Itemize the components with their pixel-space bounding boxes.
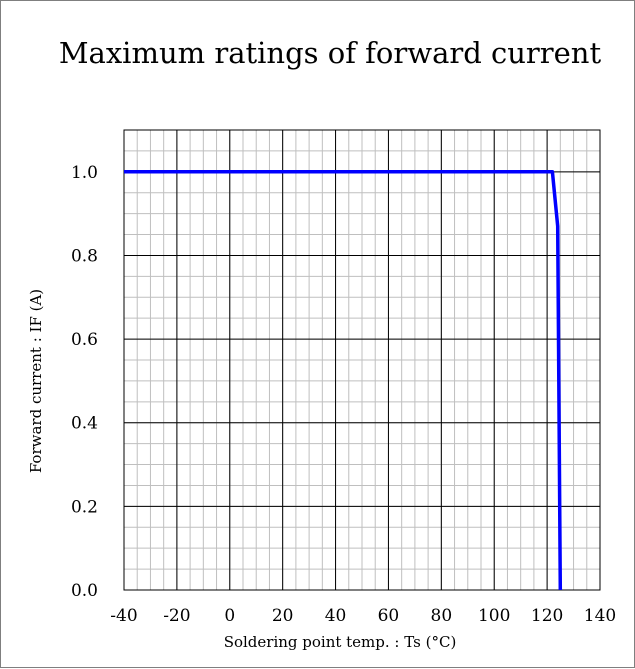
y-tick-label: 0.0 xyxy=(71,581,98,601)
x-tick-label: 60 xyxy=(378,606,400,626)
y-axis-tick-labels: 0.0 0.2 0.4 0.6 0.8 1.0 xyxy=(71,163,98,601)
x-tick-label: 140 xyxy=(584,606,616,626)
y-axis-label: Forward current : IF (A) xyxy=(27,289,45,473)
x-tick-label: 40 xyxy=(325,606,347,626)
x-tick-label: 20 xyxy=(272,606,294,626)
chart-title: Maximum ratings of forward current xyxy=(59,36,602,70)
series-line xyxy=(124,170,563,591)
series-layer xyxy=(124,170,563,591)
y-tick-label: 0.8 xyxy=(71,246,98,266)
minor-gridlines xyxy=(123,129,601,591)
x-tick-label: -20 xyxy=(163,606,190,626)
x-tick-label: 0 xyxy=(224,606,235,626)
x-tick-label: 100 xyxy=(478,606,510,626)
y-tick-label: 0.4 xyxy=(71,414,98,434)
plot-area xyxy=(123,129,601,591)
x-tick-label: 120 xyxy=(531,606,563,626)
y-tick-label: 0.2 xyxy=(71,497,98,517)
x-tick-label: 80 xyxy=(431,606,453,626)
x-axis-tick-labels: -40 -20 0 20 40 60 80 100 120 140 xyxy=(110,606,616,626)
y-tick-label: 0.6 xyxy=(71,330,98,350)
x-tick-label: -40 xyxy=(110,606,137,626)
x-axis-label: Soldering point temp. : Ts (°C) xyxy=(224,633,457,651)
y-tick-label: 1.0 xyxy=(71,163,98,183)
